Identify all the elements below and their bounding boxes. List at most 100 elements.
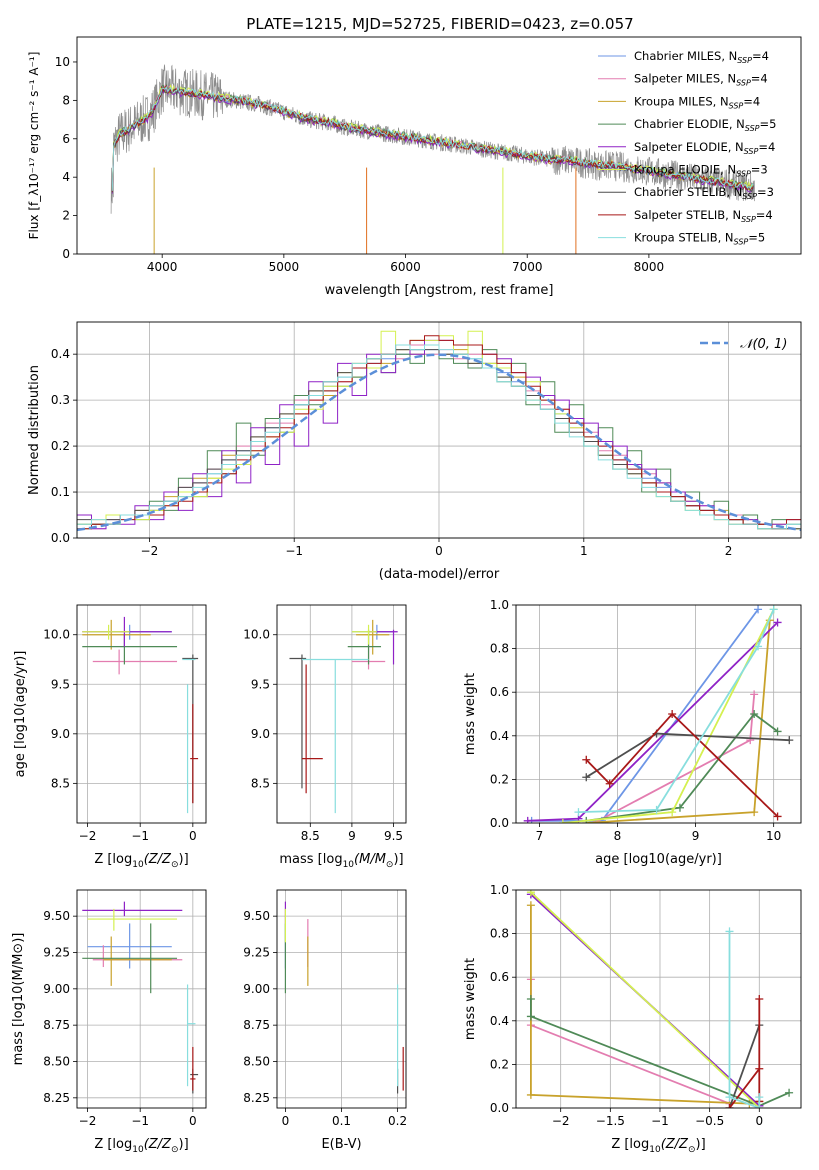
x-axis-label: E(B-V)	[321, 1137, 361, 1152]
x-axis-label: age [log10(age/yr)]	[595, 852, 722, 867]
axes-frame	[76, 889, 207, 1109]
x-tick-label: −1.5	[596, 1114, 625, 1128]
x-tick-label: 0	[755, 1114, 763, 1128]
weight-marker	[754, 605, 763, 614]
weight-marker	[675, 803, 684, 812]
x-axis-label: wavelength [Angstrom, rest frame]	[325, 283, 554, 298]
x-axis-label: Z [log10(Z/Z⊙)]	[94, 1137, 188, 1155]
legend-label: Chabrier ELODIE, NSSP=5	[634, 117, 776, 133]
weight-marker	[754, 642, 763, 651]
x-tick-label: −1	[131, 1114, 149, 1128]
weight-marker	[725, 927, 734, 936]
legend-label: Salpeter MILES, NSSP=4	[634, 72, 768, 88]
x-axis-label: Z [log10(Z/Z⊙)]	[611, 1137, 705, 1155]
y-tick-label: 0.2	[490, 772, 509, 786]
legend-label: Chabrier MILES, NSSP=4	[634, 49, 769, 65]
x-tick-label: 0	[435, 544, 443, 558]
y-tick-label: 6	[62, 132, 70, 146]
x-axis-label: (data-model)/error	[379, 567, 500, 582]
weight-line-8	[728, 931, 761, 1108]
x-tick-label: 1	[580, 544, 588, 558]
y-tick-label: 9.00	[43, 982, 70, 996]
x-tick-label: 9	[692, 829, 700, 843]
plot-area	[289, 619, 398, 814]
weight-line-7	[585, 712, 779, 818]
weight-marker	[785, 736, 794, 745]
y-tick-label: 0.6	[490, 685, 509, 699]
weight-line-3	[586, 712, 779, 822]
x-tick-label: 7000	[512, 260, 543, 274]
histogram-4	[77, 339, 801, 538]
plot-area	[82, 901, 199, 1094]
weight-marker	[582, 755, 591, 764]
y-tick-label: 8.5	[51, 776, 70, 790]
y-tick-label: 9.0	[251, 727, 270, 741]
panel-mass_vs_EBV: 0 0.1 0.2 8.25 8.50 8.75 9.00 9.25 9.50 E(B-V)	[243, 889, 407, 1152]
x-tick-label: −1	[285, 544, 303, 558]
y-tick-label: 9.25	[243, 945, 270, 959]
x-tick-label: 0	[189, 1114, 197, 1128]
weight-marker	[526, 901, 535, 910]
weight-marker	[526, 995, 535, 1003]
weight-marker	[526, 1012, 535, 1021]
weight-marker	[769, 605, 778, 614]
weight-line-0	[531, 608, 759, 822]
y-tick-label: 8.75	[43, 1018, 70, 1032]
y-axis-label: mass weight	[463, 958, 478, 1040]
legend-label: Chabrier STELIB, NSSP=3	[634, 185, 774, 201]
y-axis-label: age [log10(age/yr)]	[13, 651, 28, 778]
weight-marker	[526, 890, 535, 897]
y-tick-label: 9.25	[43, 945, 70, 959]
plot-area	[284, 901, 404, 1094]
weight-marker	[526, 1090, 535, 1099]
y-tick-label: 0.2	[51, 439, 70, 453]
y-tick-label: 10	[55, 55, 70, 69]
legend-label: Kroupa MILES, NSSP=4	[634, 94, 760, 110]
y-tick-label: 8.25	[43, 1091, 70, 1105]
x-axis-label: Z [log10(Z/Z⊙)]	[94, 852, 188, 870]
panel-mass_vs_Z: −2 −1 0 8.25 8.50 8.75 9.00 9.25 9.50 Z [log10(Z/…	[11, 889, 207, 1155]
y-tick-label: 8.75	[243, 1018, 270, 1032]
y-tick-label: 1.0	[490, 883, 509, 897]
weight-marker	[785, 1088, 794, 1097]
y-tick-label: 0.8	[490, 927, 509, 941]
weight-marker	[668, 710, 677, 718]
y-tick-label: 0.3	[51, 393, 70, 407]
y-tick-label: 0.8	[490, 642, 509, 656]
x-tick-label: 7	[536, 829, 544, 843]
axes-frame	[276, 604, 407, 824]
legend: Chabrier MILES, NSSP=4 Salpeter MILES, NS…	[598, 49, 776, 247]
weight-marker	[773, 727, 782, 736]
weight-marker	[558, 819, 567, 823]
axes-frame	[515, 604, 802, 824]
y-tick-label: 8.50	[43, 1054, 70, 1068]
x-tick-label: 8.5	[301, 829, 320, 843]
x-tick-label: 9	[348, 829, 356, 843]
weight-marker	[725, 1093, 734, 1102]
weight-marker	[523, 816, 532, 823]
y-tick-label: 0.2	[490, 1057, 509, 1071]
weight-line-5	[530, 891, 760, 1108]
x-tick-label: −2	[552, 1114, 570, 1128]
y-tick-label: 9.50	[243, 909, 270, 923]
x-tick-label: 2	[725, 544, 733, 558]
legend-label: Salpeter ELODIE, NSSP=4	[634, 140, 775, 156]
x-tick-label: 0	[189, 829, 197, 843]
normal-reference-curve	[77, 353, 801, 532]
y-axis-label: Flux [f_λ10⁻¹⁷ erg cm⁻² s⁻¹ A⁻¹]	[27, 52, 41, 240]
x-tick-label: 0.2	[388, 1114, 407, 1128]
panel-residuals: −2 −1 0 1 2 0.0 0.1 0.2 0.3 0.4 (data-model)/error…	[27, 321, 802, 582]
y-tick-label: 0	[62, 247, 70, 261]
y-tick-label: 8.50	[243, 1054, 270, 1068]
y-tick-label: 9.0	[51, 727, 70, 741]
legend-label: Salpeter STELIB, NSSP=4	[634, 208, 773, 224]
y-tick-label: 2	[62, 209, 70, 223]
weight-marker	[750, 710, 759, 718]
y-tick-label: 8.5	[251, 776, 270, 790]
y-tick-label: 0.4	[51, 347, 70, 361]
plot-area	[82, 616, 199, 814]
weight-marker	[725, 1104, 734, 1108]
x-tick-label: 9.5	[384, 829, 403, 843]
plot-area	[77, 330, 801, 538]
